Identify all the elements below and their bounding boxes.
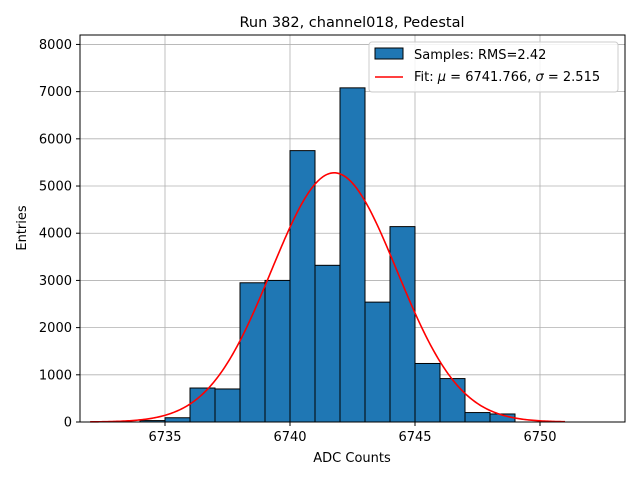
y-axis-label: Entries bbox=[15, 205, 30, 251]
y-tick-label-5: 5000 bbox=[39, 180, 72, 195]
histogram-bar bbox=[364, 301, 391, 423]
legend: Samples: RMS=2.42 Fit: μ = 6741.766, σ =… bbox=[368, 41, 619, 93]
y-tick-label-4: 4000 bbox=[39, 227, 72, 242]
y-axis-ticks: 0 1000 2000 3000 4000 5000 6000 7000 8000 bbox=[39, 38, 80, 431]
y-tick-label-2: 2000 bbox=[39, 321, 72, 336]
histogram-bar bbox=[289, 150, 316, 423]
x-tick-label-1: 6740 bbox=[273, 430, 306, 445]
y-tick-label-7: 7000 bbox=[39, 85, 72, 100]
x-axis-ticks: 6735 6740 6745 6750 bbox=[148, 422, 557, 445]
x-axis-label: ADC Counts bbox=[313, 451, 391, 466]
x-tick-label-0: 6735 bbox=[148, 430, 181, 445]
legend-samples-swatch bbox=[374, 47, 404, 60]
y-tick-label-6: 6000 bbox=[39, 132, 72, 147]
legend-samples-label: Samples: RMS=2.42 bbox=[414, 48, 546, 63]
histogram-bar bbox=[239, 282, 266, 423]
legend-fit-label: Fit: μ = 6741.766, σ = 2.515 bbox=[414, 70, 600, 85]
histogram-bar bbox=[414, 362, 441, 423]
plot-frame bbox=[79, 34, 626, 423]
histogram-bar bbox=[389, 226, 416, 423]
y-tick-label-0: 0 bbox=[64, 416, 72, 431]
histogram-bar bbox=[264, 279, 291, 423]
histogram-bar bbox=[214, 388, 241, 423]
chart-title: Run 382, channel018, Pedestal bbox=[239, 15, 464, 31]
histogram-bar bbox=[164, 417, 191, 423]
x-tick-label-3: 6750 bbox=[523, 430, 556, 445]
histogram-bar bbox=[314, 264, 341, 423]
x-tick-label-2: 6745 bbox=[398, 430, 431, 445]
histogram-bar bbox=[439, 378, 466, 423]
histogram-bar bbox=[464, 412, 491, 423]
fit-curve bbox=[89, 172, 566, 423]
y-tick-label-3: 3000 bbox=[39, 274, 72, 289]
y-tick-label-8: 8000 bbox=[39, 38, 72, 53]
histogram-bars bbox=[139, 87, 516, 423]
legend-box bbox=[368, 41, 619, 93]
y-tick-label-1: 1000 bbox=[39, 368, 72, 383]
histogram-bar bbox=[339, 87, 366, 423]
